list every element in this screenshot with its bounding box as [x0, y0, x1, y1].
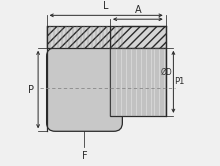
Text: L: L — [103, 1, 109, 11]
Text: F: F — [82, 151, 87, 161]
Text: A: A — [134, 4, 141, 15]
Text: P: P — [28, 84, 34, 95]
Polygon shape — [47, 26, 166, 48]
Text: ØD: ØD — [161, 68, 173, 77]
Polygon shape — [110, 48, 166, 116]
FancyBboxPatch shape — [47, 48, 122, 131]
Text: P1: P1 — [174, 77, 185, 86]
